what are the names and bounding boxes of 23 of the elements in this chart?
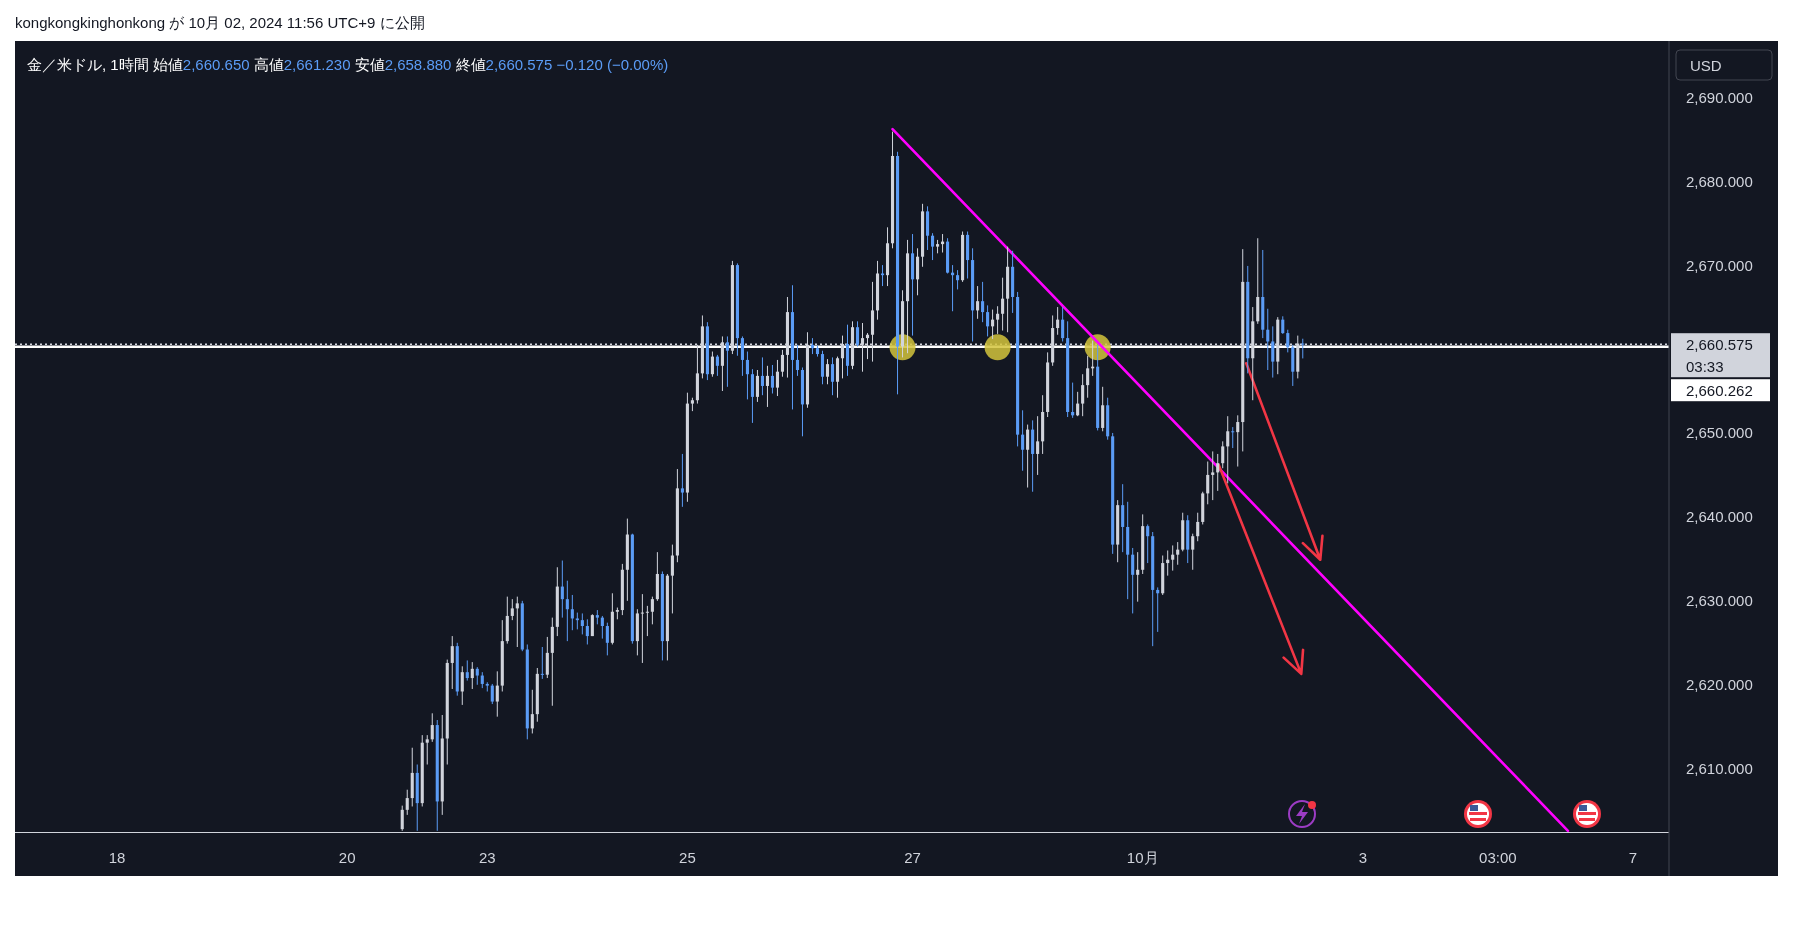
y-tick-label: 2,630.000 — [1686, 592, 1753, 610]
x-tick-label: 3 — [1358, 848, 1367, 866]
x-tick-label: 23 — [478, 848, 496, 866]
y-tick-label: 2,610.000 — [1686, 760, 1753, 778]
x-tick-label: 10月 — [1126, 848, 1159, 866]
x-tick-label: 20 — [338, 848, 356, 866]
y-tick-label: 2,620.000 — [1686, 676, 1753, 694]
chart-title: 金／米ドル, 1時間 始値2,660.650 高値2,661.230 安値2,658.880 終値2,660.575 −0.120 (−0.00%) — [27, 55, 669, 73]
x-tick-label: 7 — [1628, 848, 1638, 866]
x-tick-label: 03:00 — [1479, 848, 1517, 866]
x-tick-label: 27 — [904, 848, 921, 866]
x-tick-label: 18 — [108, 848, 126, 866]
y-tick-label: 2,680.000 — [1686, 172, 1753, 190]
y-tick-label: 2,640.000 — [1686, 508, 1753, 526]
text: kongkongkinghonkong が 10月 02, 2024 11:56 UTC+9 に公開 — [15, 13, 425, 31]
y-tick-label: 2,670.000 — [1686, 256, 1753, 274]
ref-line-label: 2,660.262 — [1686, 381, 1753, 399]
text: 03:33 — [1686, 357, 1724, 375]
x-tick-label: 25 — [679, 848, 696, 866]
ref-line-label: 2,660.575 — [1686, 335, 1753, 353]
y-tick-label: 2,650.000 — [1686, 424, 1753, 442]
y-axis-title: USD — [1690, 56, 1722, 74]
y-tick-label: 2,690.000 — [1686, 88, 1753, 106]
